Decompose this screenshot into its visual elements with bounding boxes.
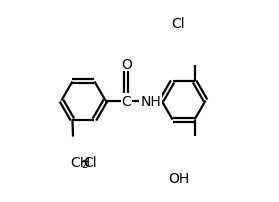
Text: NH: NH xyxy=(140,94,161,108)
Text: Cl: Cl xyxy=(172,17,185,31)
Text: Cl: Cl xyxy=(83,155,97,169)
Text: O: O xyxy=(121,58,132,72)
Text: 2: 2 xyxy=(81,159,87,169)
Text: CH: CH xyxy=(70,155,91,169)
Text: OH: OH xyxy=(168,171,189,185)
Text: C: C xyxy=(122,94,131,108)
